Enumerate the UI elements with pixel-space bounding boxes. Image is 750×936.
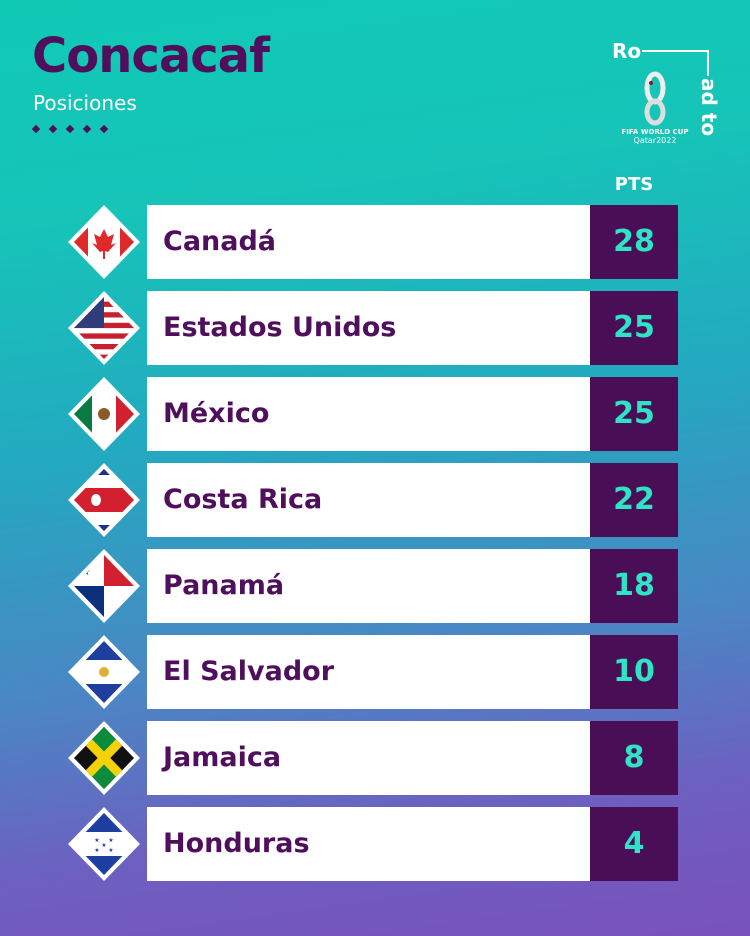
svg-text:ad to: ad to: [697, 78, 720, 136]
table-row: ★★ Panamá 18: [68, 549, 678, 623]
team-name: Estados Unidos: [147, 291, 590, 365]
svg-text:★: ★: [108, 837, 113, 844]
team-points: 8: [590, 721, 678, 795]
table-row: Jamaica 8: [68, 721, 678, 795]
team-points: 28: [590, 205, 678, 279]
team-name: El Salvador: [147, 635, 590, 709]
table-row: México 25: [68, 377, 678, 451]
team-points: 22: [590, 463, 678, 537]
svg-text:★: ★: [101, 842, 106, 849]
team-points: 10: [590, 635, 678, 709]
team-name: Jamaica: [147, 721, 590, 795]
usa-flag-icon: [68, 291, 140, 365]
team-name: Canadá: [147, 205, 590, 279]
team-name: Costa Rica: [147, 463, 590, 537]
team-points: 25: [590, 377, 678, 451]
page-subtitle: Posiciones: [33, 91, 137, 115]
team-name: México: [147, 377, 590, 451]
team-points: 25: [590, 291, 678, 365]
svg-text:Ro: Ro: [612, 39, 641, 63]
svg-text:★: ★: [108, 847, 113, 854]
table-row: Costa Rica 22: [68, 463, 678, 537]
mexico-flag-icon: [68, 377, 140, 451]
svg-text:Qatar2022: Qatar2022: [634, 136, 677, 145]
canada-flag-icon: [68, 205, 140, 279]
team-points: 18: [590, 549, 678, 623]
table-row: ★ ★ ★ ★ ★ Honduras 4: [68, 807, 678, 881]
svg-text:★: ★: [94, 847, 99, 854]
jamaica-flag-icon: [68, 721, 140, 795]
team-name: Panamá: [147, 549, 590, 623]
panama-flag-icon: ★★: [68, 549, 140, 623]
svg-text:FIFA WORLD CUP: FIFA WORLD CUP: [622, 128, 689, 136]
honduras-flag-icon: ★ ★ ★ ★ ★: [68, 807, 140, 881]
el-salvador-flag-icon: [68, 635, 140, 709]
table-row: Estados Unidos 25: [68, 291, 678, 365]
table-row: Canadá 28: [68, 205, 678, 279]
table-row: El Salvador 10: [68, 635, 678, 709]
road-to-qatar-logo: Ro ad to FIFA WORLD CUP Qatar2022: [610, 36, 721, 156]
team-name: Honduras: [147, 807, 590, 881]
page-title: Concacaf: [32, 28, 270, 84]
team-points: 4: [590, 807, 678, 881]
points-column-header: PTS: [614, 174, 654, 195]
decorative-dots: [31, 124, 109, 134]
costa-rica-flag-icon: [68, 463, 140, 537]
svg-text:★: ★: [94, 837, 99, 844]
